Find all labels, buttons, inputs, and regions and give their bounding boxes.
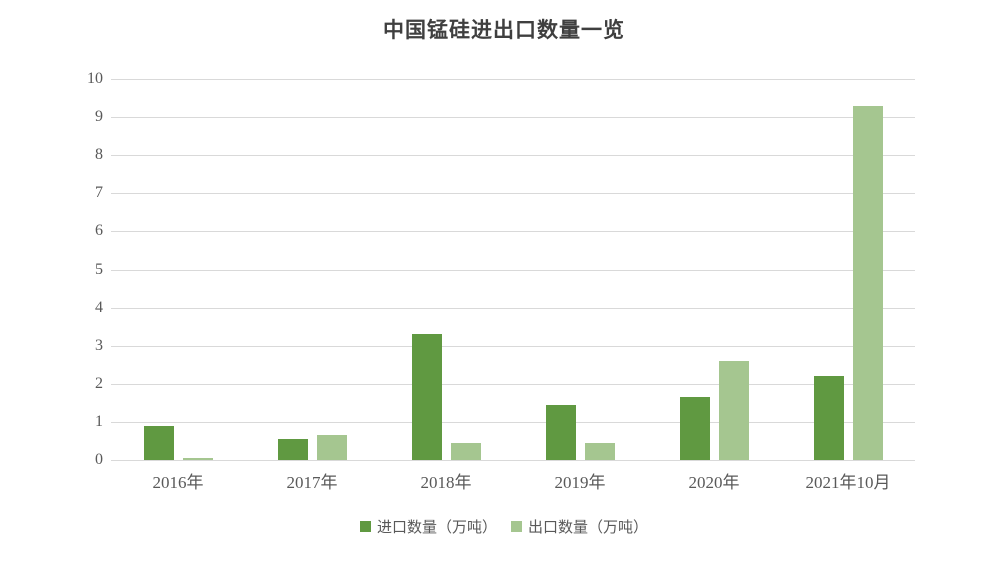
grid-line-8 <box>111 155 915 157</box>
bar-import-2020年 <box>679 397 710 460</box>
legend-label-import: 进口数量（万吨） <box>376 520 497 536</box>
bar-import-2018年 <box>411 334 442 460</box>
grid-line-9 <box>111 117 915 119</box>
bar-import-2016年 <box>143 426 174 460</box>
grid-line-4 <box>111 307 915 309</box>
grid-line-6 <box>111 231 915 233</box>
legend-label-export: 出口数量（万吨） <box>528 520 649 536</box>
bar-import-2017年 <box>277 439 308 460</box>
legend-swatch-export <box>511 521 522 532</box>
x-tick-label-2018年: 2018年 <box>420 473 472 492</box>
y-tick-label-7: 7 <box>95 184 103 202</box>
x-tick-label-2019年: 2019年 <box>554 473 606 492</box>
y-tick-label-8: 8 <box>95 146 103 164</box>
x-tick-label-2016年: 2016年 <box>152 473 204 492</box>
grid-line-3 <box>111 345 915 347</box>
legend-swatch-import <box>359 521 371 532</box>
grid-line-5 <box>111 269 915 271</box>
legend-item-import: 进口数量（万吨） <box>359 516 497 537</box>
legend-item-export: 出口数量（万吨） <box>511 516 648 537</box>
grid-line-10 <box>111 79 915 80</box>
x-tick-label-2020年: 2020年 <box>688 473 740 492</box>
grid-line-0 <box>111 460 915 461</box>
bar-export-2017年 <box>316 435 347 460</box>
grid-line-2 <box>111 383 915 385</box>
y-tick-label-10: 10 <box>87 70 103 87</box>
bar-export-2019年 <box>584 442 615 460</box>
y-tick-label-1: 1 <box>95 412 103 430</box>
y-tick-label-0: 0 <box>95 451 103 468</box>
y-tick-label-6: 6 <box>95 222 103 240</box>
x-tick-label-2017年: 2017年 <box>286 473 338 492</box>
y-tick-label-2: 2 <box>95 374 103 392</box>
bar-import-2021年10月 <box>813 376 844 460</box>
bar-export-2020年 <box>718 360 749 460</box>
x-tick-label-2021年10月: 2021年10月 <box>805 473 891 492</box>
bar-import-2019年 <box>545 404 576 460</box>
chart-title: 中国锰硅进出口数量一览 <box>383 18 625 42</box>
y-tick-label-5: 5 <box>95 260 103 278</box>
legend: 进口数量（万吨） 出口数量（万吨） <box>0 516 1008 537</box>
bar-export-2021年10月 <box>852 105 883 460</box>
grid-line-7 <box>111 193 915 195</box>
grid-line-1 <box>111 421 915 423</box>
y-tick-label-4: 4 <box>95 298 103 316</box>
y-tick-label-3: 3 <box>95 336 103 354</box>
bar-export-2016年 <box>182 458 213 460</box>
y-tick-label-9: 9 <box>95 108 103 126</box>
bar-export-2018年 <box>450 442 481 460</box>
